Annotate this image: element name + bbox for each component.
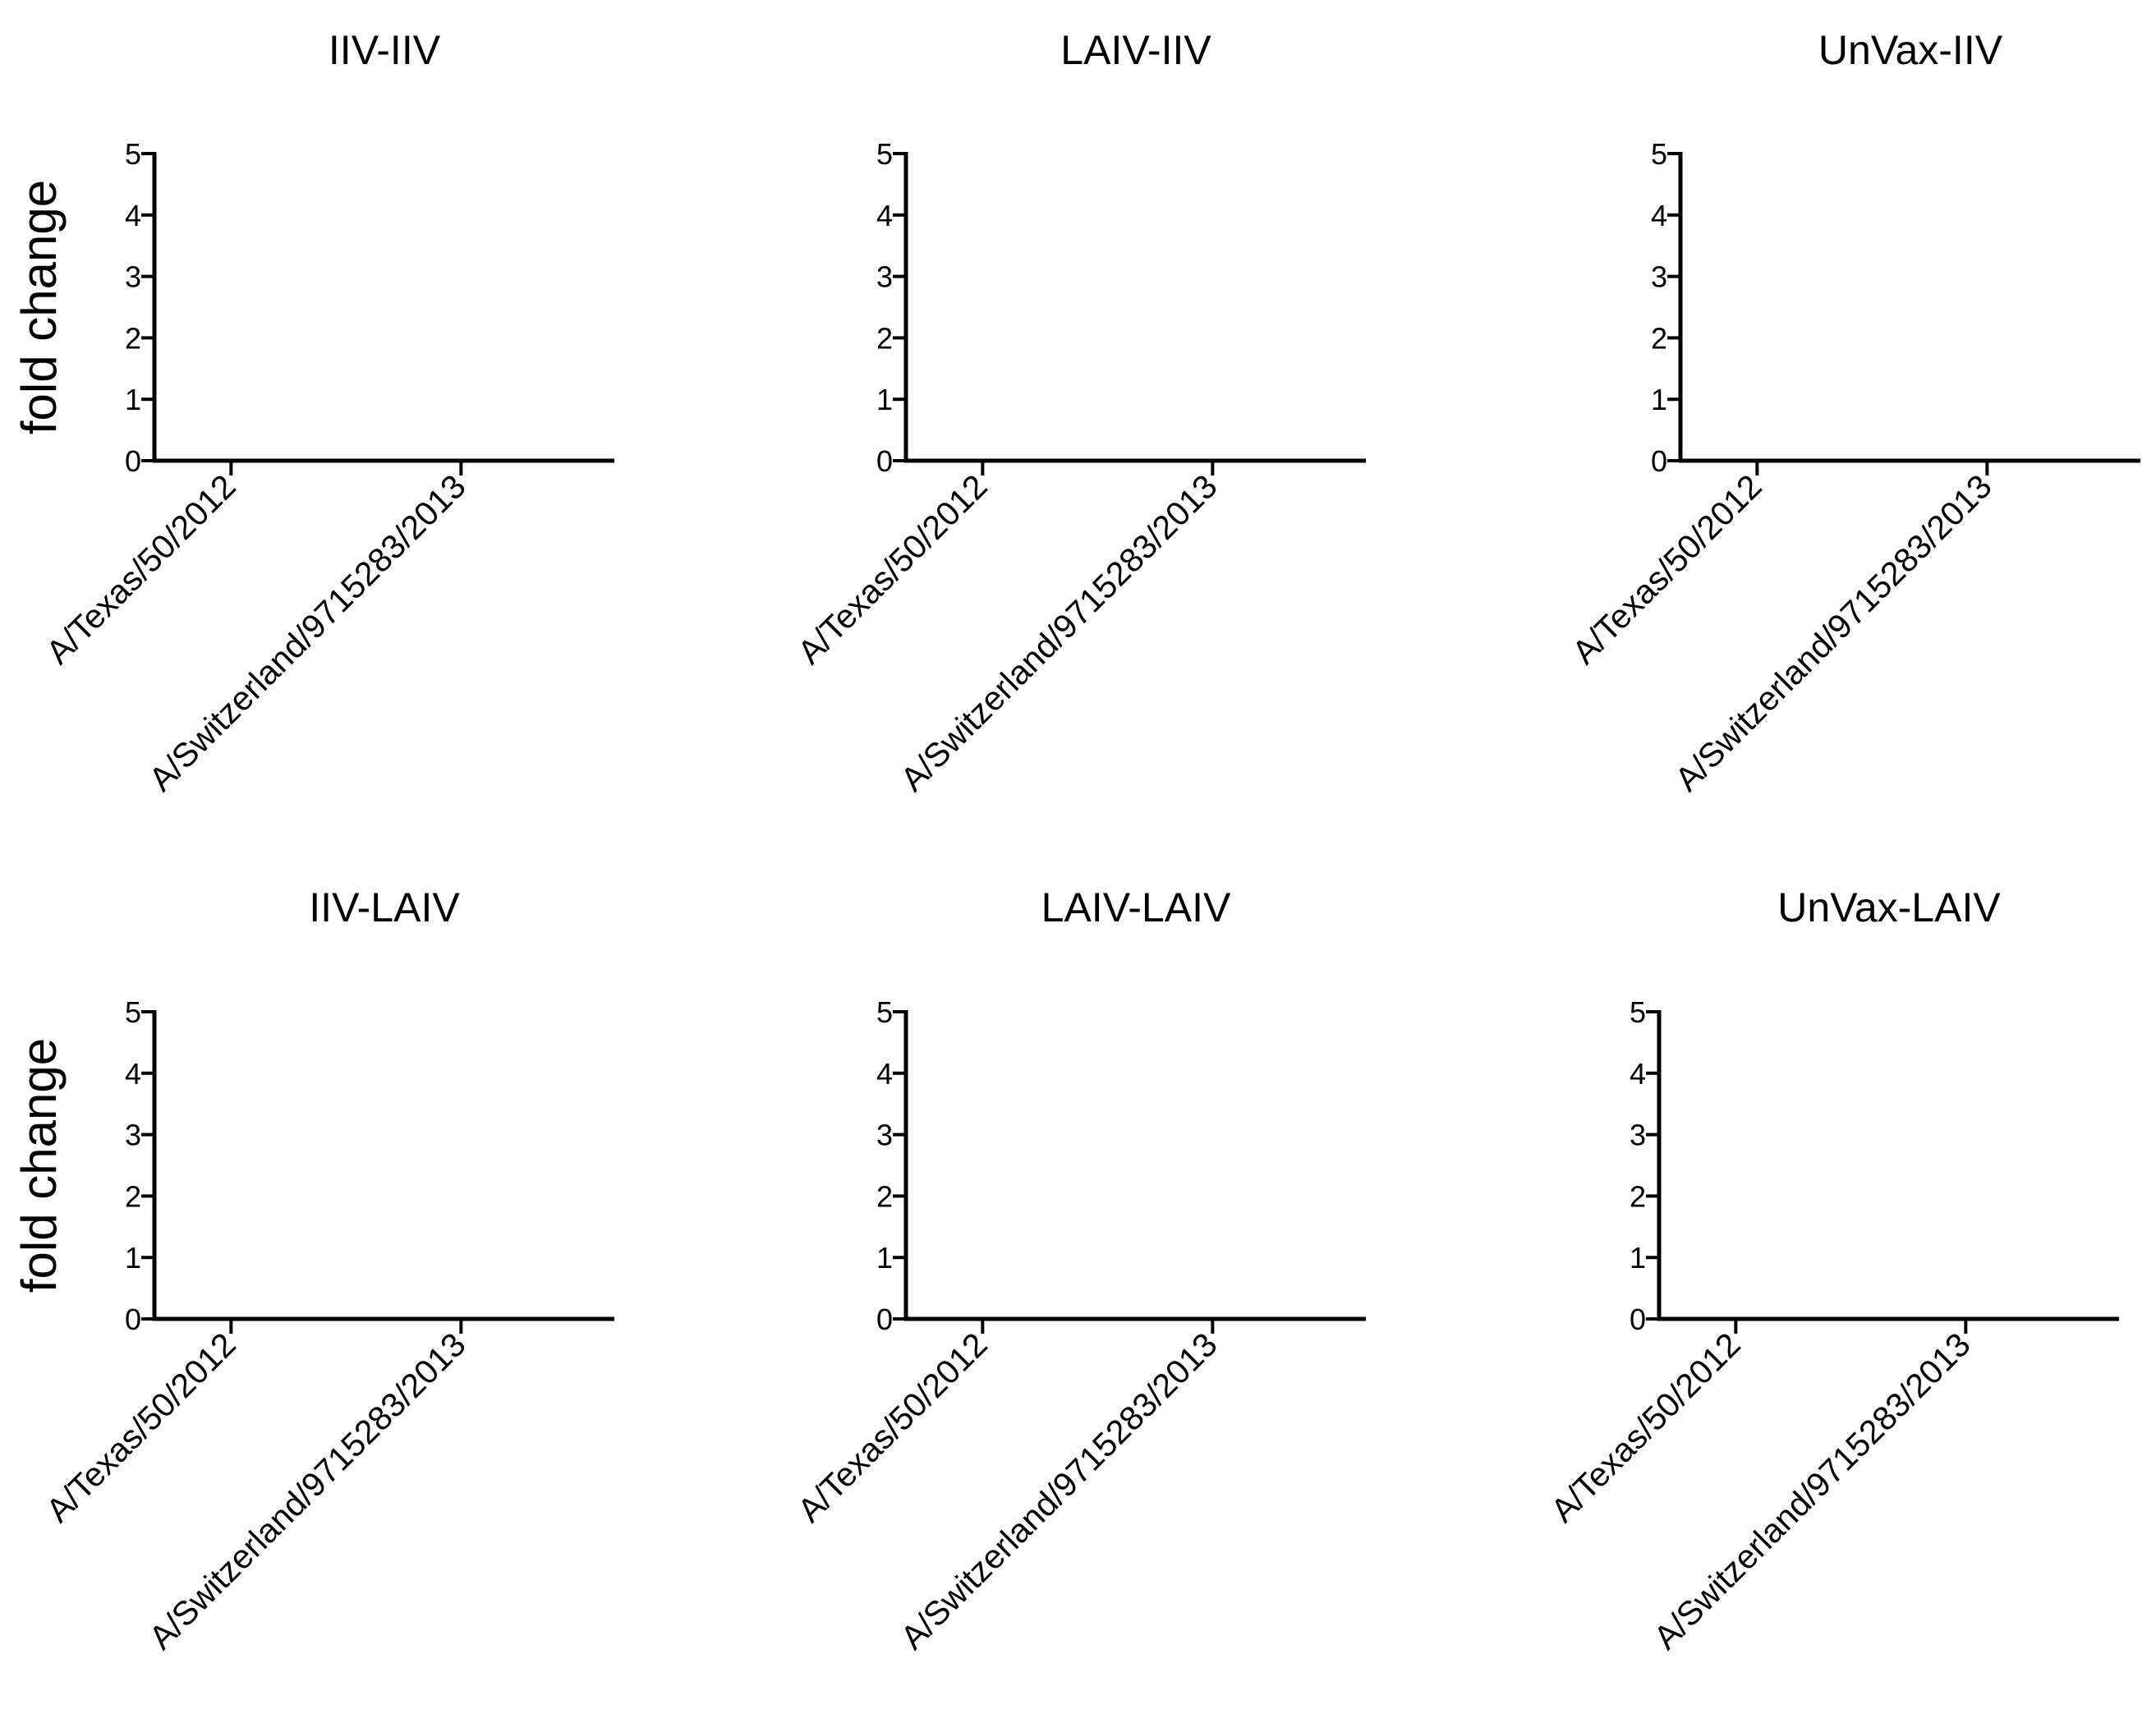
x-tick-label: A/Texas/50/2012 <box>39 467 243 672</box>
y-tick-label: 5 <box>125 137 141 171</box>
y-tick-label: 4 <box>125 199 141 232</box>
y-tick-label: 0 <box>125 444 141 478</box>
y-tick-label: 3 <box>125 1119 141 1152</box>
y-tick-label: 3 <box>1630 1119 1646 1152</box>
y-tick-label: 5 <box>1651 137 1667 171</box>
panel-title: LAIV-IIV <box>1060 27 1211 73</box>
y-tick-label: 5 <box>876 137 893 171</box>
y-tick-label: 0 <box>876 444 893 478</box>
y-tick-label: 0 <box>1651 444 1667 478</box>
y-tick-label: 2 <box>1651 321 1667 355</box>
panel-title: UnVax-LAIV <box>1777 884 2001 930</box>
y-tick-label: 4 <box>1630 1057 1646 1091</box>
y-tick-label: 2 <box>125 1179 141 1213</box>
y-tick-label: 5 <box>1630 995 1646 1029</box>
y-tick-label: 2 <box>876 321 893 355</box>
y-tick-label: 4 <box>1651 199 1667 232</box>
panel-title: IIV-IIV <box>329 27 441 73</box>
y-tick-label: 5 <box>125 995 141 1029</box>
y-tick-label: 2 <box>876 1179 893 1213</box>
y-tick-label: 1 <box>1630 1241 1646 1275</box>
y-tick-label: 4 <box>125 1057 141 1091</box>
panel-title: IIV-LAIV <box>309 884 460 930</box>
y-tick-label: 3 <box>1651 260 1667 294</box>
x-tick-label: A/Texas/50/2012 <box>39 1325 243 1530</box>
x-tick-label: A/Texas/50/2012 <box>790 1325 995 1530</box>
y-axis-label: fold change <box>11 180 67 434</box>
y-tick-label: 3 <box>876 1119 893 1152</box>
y-tick-label: 1 <box>876 383 893 416</box>
y-tick-label: 2 <box>125 321 141 355</box>
y-tick-label: 1 <box>125 1241 141 1275</box>
y-tick-label: 2 <box>1630 1179 1646 1213</box>
y-tick-label: 3 <box>125 260 141 294</box>
x-tick-label: A/Texas/50/2012 <box>1543 1325 1748 1530</box>
y-tick-label: 5 <box>876 995 893 1029</box>
y-tick-label: 0 <box>125 1302 141 1336</box>
x-tick-label: A/Texas/50/2012 <box>790 467 995 672</box>
y-axis-label: fold change <box>11 1038 67 1293</box>
panel-title: UnVax-IIV <box>1818 27 2003 73</box>
y-tick-label: 3 <box>876 260 893 294</box>
x-tick-label: A/Texas/50/2012 <box>1565 467 1769 672</box>
y-tick-label: 1 <box>125 383 141 416</box>
y-tick-label: 4 <box>876 1057 893 1091</box>
y-tick-label: 4 <box>876 199 893 232</box>
panel-title: LAIV-LAIV <box>1041 884 1231 930</box>
y-tick-label: 1 <box>876 1241 893 1275</box>
y-tick-label: 1 <box>1651 383 1667 416</box>
y-tick-label: 0 <box>876 1302 893 1336</box>
y-tick-label: 0 <box>1630 1302 1646 1336</box>
